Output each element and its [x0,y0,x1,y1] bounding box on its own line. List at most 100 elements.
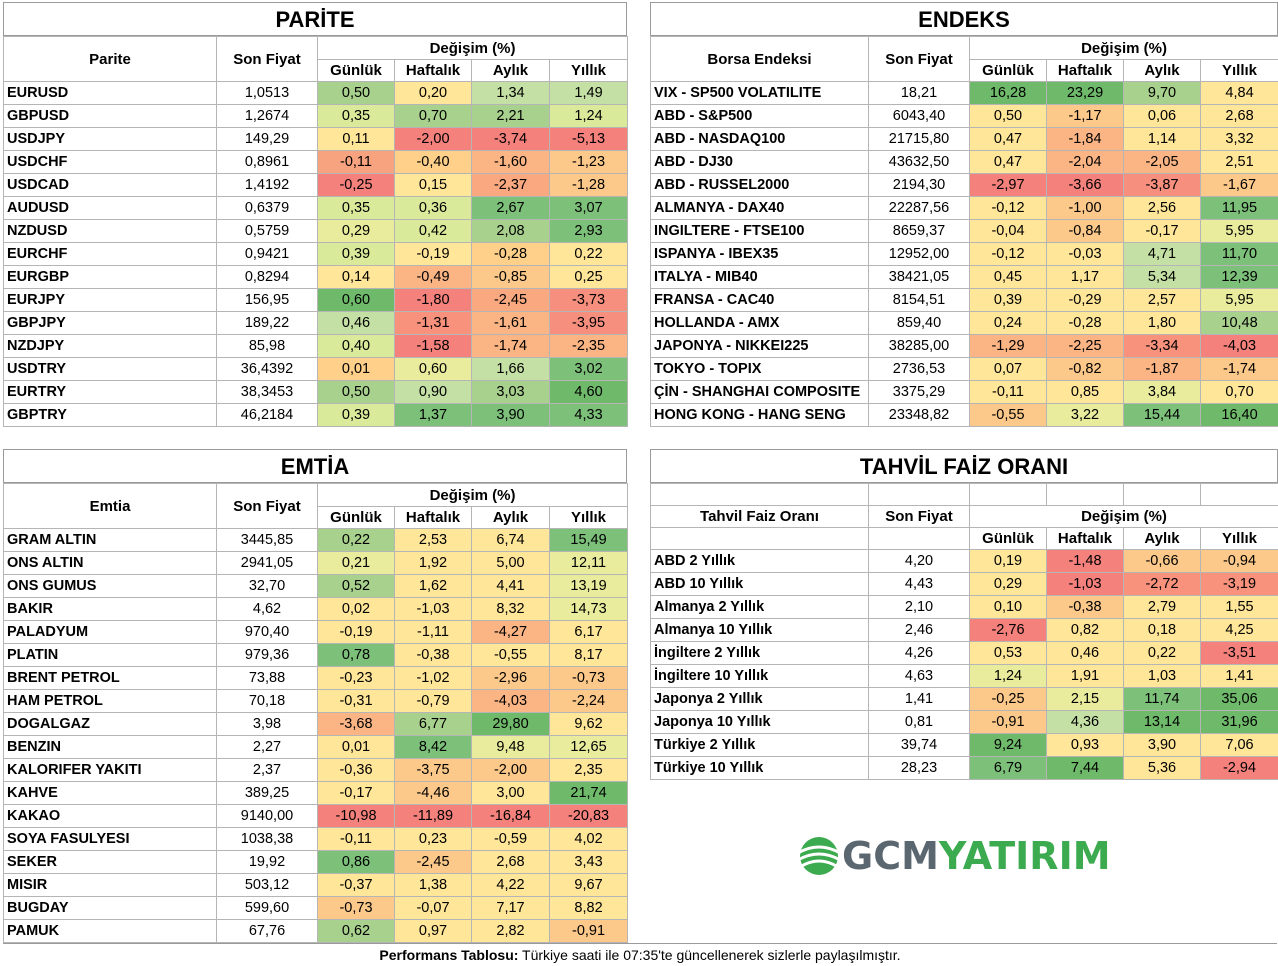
weekly-change-cell: 1,17 [1047,266,1124,289]
row-name-cell: BRENT PETROL [4,667,217,690]
row-name-cell: NZDJPY [4,335,217,358]
weekly-change-cell: 3,22 [1047,404,1124,427]
col-header-price: Son Fiyat [217,37,318,82]
row-price-cell: 1038,38 [217,828,318,851]
row-name-cell: USDCHF [4,151,217,174]
col-header-yearly: Yıllık [1201,528,1278,550]
row-name-cell: DOGALGAZ [4,713,217,736]
yearly-change-cell: 1,55 [1201,596,1278,619]
weekly-change-cell: -0,29 [1047,289,1124,312]
weekly-change-cell: -3,75 [395,759,472,782]
row-price-cell: 970,40 [217,621,318,644]
daily-change-cell: 6,79 [970,757,1047,780]
row-price-cell: 2736,53 [869,358,970,381]
yearly-change-cell: 9,62 [550,713,628,736]
weekly-change-cell: 2,15 [1047,688,1124,711]
row-name-cell: AUDUSD [4,197,217,220]
weekly-change-cell: 1,92 [395,552,472,575]
yearly-change-cell: 1,49 [550,82,628,105]
weekly-change-cell: -0,84 [1047,220,1124,243]
col-header-change: Değişim (%) [318,37,628,60]
row-name-cell: ABD - RUSSEL2000 [651,174,869,197]
monthly-change-cell: -2,00 [472,759,550,782]
daily-change-cell: 0,47 [970,151,1047,174]
row-name-cell: NZDUSD [4,220,217,243]
weekly-change-cell: -1,80 [395,289,472,312]
daily-change-cell: 0,53 [970,642,1047,665]
yearly-change-cell: 31,96 [1201,711,1278,734]
row-price-cell: 4,63 [869,665,970,688]
yearly-change-cell: -3,19 [1201,573,1278,596]
row-name-cell: Almanya 10 Yıllık [651,619,869,642]
row-name-cell: Almanya 2 Yıllık [651,596,869,619]
yearly-change-cell: -1,67 [1201,174,1278,197]
row-price-cell: 8659,37 [869,220,970,243]
row-price-cell: 4,26 [869,642,970,665]
yearly-change-cell: -20,83 [550,805,628,828]
row-price-cell: 23348,82 [869,404,970,427]
row-name-cell: GBPTRY [4,404,217,427]
daily-change-cell: 0,40 [318,335,395,358]
row-price-cell: 8154,51 [869,289,970,312]
weekly-change-cell: -1,84 [1047,128,1124,151]
yearly-change-cell: -2,94 [1201,757,1278,780]
yearly-change-cell: 2,35 [550,759,628,782]
daily-change-cell: 0,52 [318,575,395,598]
daily-change-cell: 0,02 [318,598,395,621]
row-name-cell: ABD - NASDAQ100 [651,128,869,151]
daily-change-cell: 0,24 [970,312,1047,335]
weekly-change-cell: -1,48 [1047,550,1124,573]
row-price-cell: 19,92 [217,851,318,874]
row-name-cell: ISPANYA - IBEX35 [651,243,869,266]
endeks-title: ENDEKS [650,2,1278,36]
monthly-change-cell: -2,96 [472,667,550,690]
daily-change-cell: -0,19 [318,621,395,644]
monthly-change-cell: -2,37 [472,174,550,197]
col-header-price: Son Fiyat [217,484,318,529]
logo-swoosh-icon [796,833,842,879]
yearly-change-cell: -0,94 [1201,550,1278,573]
yearly-change-cell: 5,95 [1201,220,1278,243]
monthly-change-cell: -2,05 [1124,151,1201,174]
yearly-change-cell: 1,41 [1201,665,1278,688]
row-name-cell: KALORIFER YAKITI [4,759,217,782]
row-name-cell: ABD 10 Yıllık [651,573,869,596]
weekly-change-cell: 6,77 [395,713,472,736]
row-name-cell: BUGDAY [4,897,217,920]
weekly-change-cell: 0,90 [395,381,472,404]
row-price-cell: 9140,00 [217,805,318,828]
monthly-change-cell: 3,03 [472,381,550,404]
yearly-change-cell: -0,73 [550,667,628,690]
yearly-change-cell: 12,11 [550,552,628,575]
row-price-cell: 32,70 [217,575,318,598]
row-name-cell: ABD - S&P500 [651,105,869,128]
row-name-cell: HONG KONG - HANG SENG [651,404,869,427]
col-header-change: Değişim (%) [970,506,1278,528]
weekly-change-cell: 0,23 [395,828,472,851]
yearly-change-cell: -0,91 [550,920,628,943]
monthly-change-cell: -0,66 [1124,550,1201,573]
monthly-change-cell: -4,03 [472,690,550,713]
col-header-monthly: Aylık [472,507,550,529]
weekly-change-cell: 0,70 [395,105,472,128]
monthly-change-cell: 4,22 [472,874,550,897]
weekly-change-cell: -2,45 [395,851,472,874]
row-price-cell: 4,62 [217,598,318,621]
monthly-change-cell: 0,06 [1124,105,1201,128]
daily-change-cell: 0,78 [318,644,395,667]
daily-change-cell: -10,98 [318,805,395,828]
col-header-yearly: Yıllık [1201,60,1278,82]
monthly-change-cell: 2,57 [1124,289,1201,312]
row-price-cell: 3,98 [217,713,318,736]
monthly-change-cell: 1,80 [1124,312,1201,335]
row-name-cell: INGILTERE - FTSE100 [651,220,869,243]
